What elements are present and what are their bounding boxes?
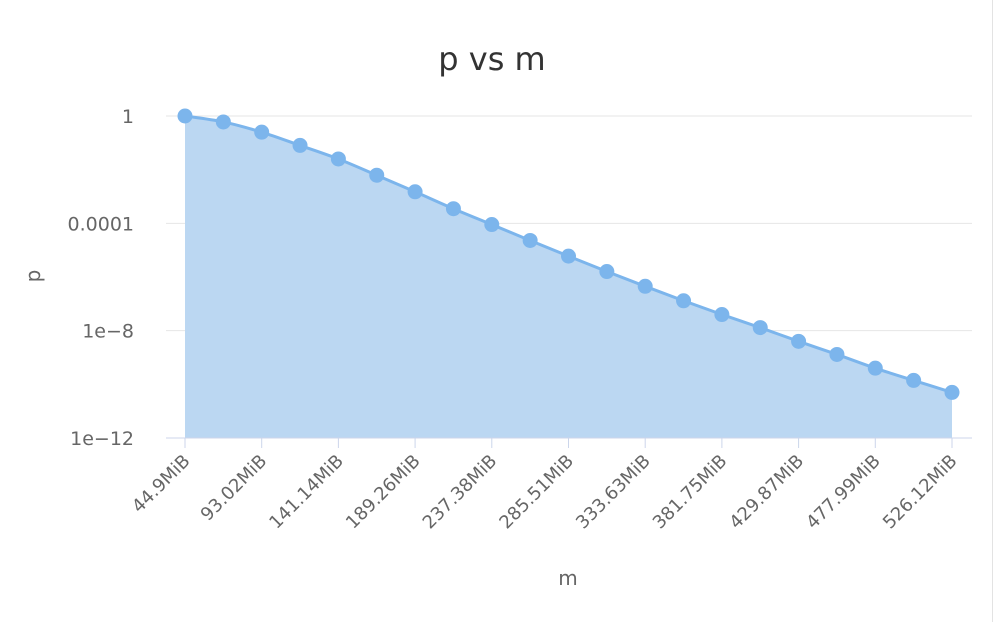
x-tick-label: 333.63MiB: [572, 451, 655, 534]
x-tick-label: 189.26MiB: [342, 451, 425, 534]
chart-title: p vs m: [438, 40, 545, 78]
data-point[interactable]: [369, 167, 385, 183]
data-point[interactable]: [867, 360, 883, 376]
x-tick-labels: 44.9MiB 93.02MiB141.14MiB189.26MiB237.38M…: [128, 451, 961, 534]
x-tick-label: 526.12MiB: [879, 451, 962, 534]
data-point[interactable]: [714, 307, 730, 323]
data-point[interactable]: [177, 108, 193, 124]
data-point[interactable]: [829, 346, 845, 362]
x-axis-label: m: [558, 566, 577, 590]
y-tick-label: 0.0001: [68, 213, 134, 235]
y-tick-label: 1e−8: [82, 321, 134, 343]
data-point[interactable]: [676, 293, 692, 309]
data-point[interactable]: [407, 184, 423, 200]
data-point[interactable]: [791, 333, 807, 349]
axis-layer: [166, 437, 972, 448]
data-point[interactable]: [215, 114, 231, 130]
data-point[interactable]: [292, 137, 308, 153]
data-point[interactable]: [599, 264, 615, 280]
data-point[interactable]: [330, 151, 346, 167]
y-tick-labels: 1 0.0001 1e−8 1e−12: [68, 106, 134, 450]
x-tick-label: 93.02MiB: [197, 451, 272, 526]
x-tick-label: 285.51MiB: [495, 451, 578, 534]
x-tick-label: 141.14MiB: [265, 451, 348, 534]
right-border: [992, 0, 993, 622]
area-layer: [184, 114, 953, 438]
y-tick-label: 1: [122, 106, 134, 128]
area-fill: [185, 116, 952, 438]
x-tick-label: 477.99MiB: [802, 451, 885, 534]
y-tick-label: 1e−12: [70, 428, 134, 450]
data-point[interactable]: [637, 278, 653, 294]
data-point[interactable]: [522, 232, 538, 248]
data-point[interactable]: [484, 217, 500, 233]
data-point[interactable]: [906, 372, 922, 388]
data-point[interactable]: [752, 320, 768, 336]
data-point[interactable]: [445, 201, 461, 217]
data-point[interactable]: [561, 248, 576, 264]
data-point[interactable]: [944, 384, 960, 400]
x-tick-label: 44.9MiB: [128, 451, 194, 517]
y-axis-label: p: [21, 270, 45, 283]
data-point[interactable]: [254, 124, 270, 140]
data-points: [177, 108, 960, 400]
x-tick-label: 237.38MiB: [419, 451, 502, 534]
x-tick-label: 429.87MiB: [725, 451, 808, 534]
x-tick-label: 381.75MiB: [649, 451, 732, 534]
